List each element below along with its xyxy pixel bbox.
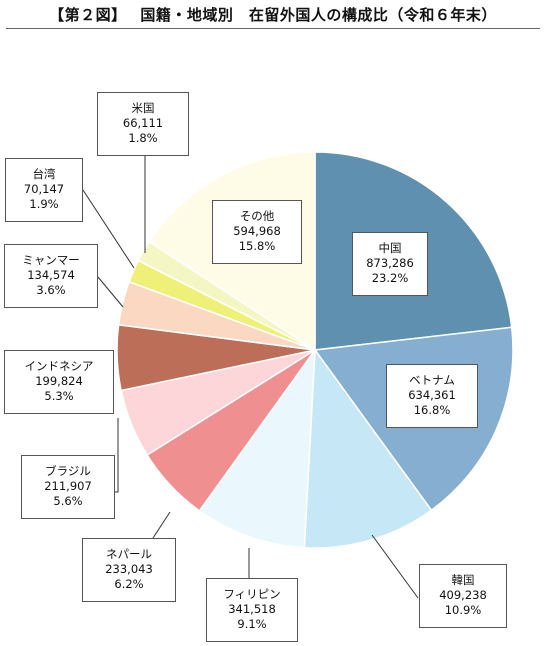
leader-line-6 [115,418,119,493]
leader-line-8 [97,276,124,308]
slice-value: 199,824 [35,374,83,388]
slice-label-1: 中国 873,286 23.2% [352,232,428,296]
slice-label-11: その他 594,968 15.8% [212,200,302,264]
slice-name: 台湾 [32,167,56,181]
slice-name: インドネシア [24,359,94,373]
slice-percent: 5.3% [44,389,74,403]
title-divider [6,28,540,29]
pie-slice-3 [303,347,433,549]
slice-label-5: ネパール 233,043 6.2% [82,538,176,602]
slice-label-10: 米国 66,111 1.8% [97,92,189,156]
slice-percent: 5.6% [53,494,83,508]
slice-label-7: インドネシア 199,824 5.3% [4,350,114,414]
slice-label-4: フィリピン 341,518 9.1% [206,578,298,642]
slice-name: その他 [239,209,275,223]
slice-name: フィリピン [223,587,281,601]
slice-label-3: 韓国 409,238 10.9% [419,564,507,628]
slice-value: 134,574 [27,268,75,282]
slice-percent: 9.1% [237,617,267,631]
slice-percent: 15.8% [238,239,276,253]
slice-value: 66,111 [122,116,164,130]
slice-name: ネパール [106,547,152,561]
slice-label-8: ミャンマー 134,574 3.6% [4,244,98,308]
slice-name: 中国 [378,241,402,255]
slice-name: 米国 [131,101,155,115]
slice-percent: 16.8% [413,403,451,417]
leader-line-9 [82,189,135,269]
slice-label-2: ベトナム 634,361 16.8% [386,364,478,428]
leader-line-3 [371,534,419,599]
slice-name: ベトナム [409,373,455,387]
slice-value: 70,147 [23,182,65,196]
slice-value: 634,361 [408,388,456,402]
slice-value: 409,238 [439,588,487,602]
slice-name: ミャンマー [22,253,80,267]
slice-label-6: ブラジル 211,907 5.6% [21,455,115,519]
pie-slice-4 [198,347,316,549]
slice-value: 233,043 [105,562,153,576]
slice-percent: 3.6% [36,283,66,297]
slice-label-9: 台湾 70,147 1.9% [5,158,83,222]
chart-title: 【第２図】 国籍・地域別 在留外国人の構成比（令和６年末） [49,6,497,24]
slice-percent: 23.2% [371,271,409,285]
slice-name: 韓国 [451,573,475,587]
slice-percent: 10.9% [444,603,482,617]
slice-value: 341,518 [228,602,276,616]
slice-value: 594,968 [233,224,281,238]
leader-line-5 [152,511,171,539]
slice-value: 211,907 [44,479,92,493]
slice-percent: 1.8% [128,131,158,145]
slice-value: 873,286 [366,256,414,270]
slice-name: ブラジル [45,464,91,478]
slice-percent: 1.9% [29,197,59,211]
slice-percent: 6.2% [114,577,144,591]
